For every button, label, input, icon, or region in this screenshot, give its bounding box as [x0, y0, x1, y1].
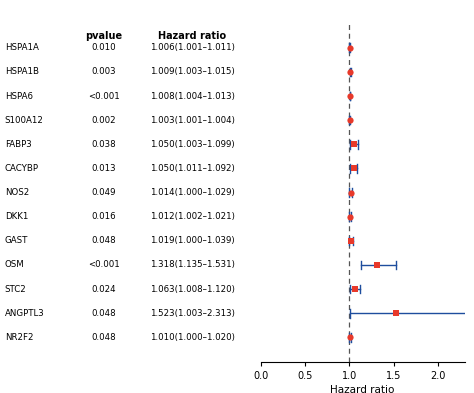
Text: 1.523(1.003–2.313): 1.523(1.003–2.313): [150, 309, 235, 318]
Text: 1.014(1.000–1.029): 1.014(1.000–1.029): [150, 188, 235, 197]
Text: 0.049: 0.049: [91, 188, 116, 197]
Text: 1.006(1.001–1.011): 1.006(1.001–1.011): [150, 43, 235, 52]
Text: 1.012(1.002–1.021): 1.012(1.002–1.021): [150, 212, 235, 221]
Text: 0.048: 0.048: [91, 309, 116, 318]
Text: CACYBP: CACYBP: [5, 164, 39, 173]
Text: S100A12: S100A12: [5, 116, 44, 125]
Text: NOS2: NOS2: [5, 188, 29, 197]
Text: 0.038: 0.038: [91, 140, 116, 149]
Text: GAST: GAST: [5, 236, 28, 245]
Text: 0.002: 0.002: [91, 116, 116, 125]
Text: 1.050(1.011–1.092): 1.050(1.011–1.092): [150, 164, 235, 173]
Text: 1.010(1.000–1.020): 1.010(1.000–1.020): [150, 333, 235, 342]
Text: ANGPTL3: ANGPTL3: [5, 309, 45, 318]
Text: 1.318(1.135–1.531): 1.318(1.135–1.531): [150, 261, 235, 270]
Text: 1.003(1.001–1.004): 1.003(1.001–1.004): [150, 116, 235, 125]
Text: HSPA1B: HSPA1B: [5, 67, 39, 76]
X-axis label: Hazard ratio: Hazard ratio: [330, 385, 395, 393]
Text: 1.019(1.000–1.039): 1.019(1.000–1.039): [150, 236, 235, 245]
Text: HSPA1A: HSPA1A: [5, 43, 38, 52]
Text: 0.048: 0.048: [91, 236, 116, 245]
Text: 0.024: 0.024: [91, 285, 116, 294]
Text: 0.003: 0.003: [91, 67, 116, 76]
Text: DKK1: DKK1: [5, 212, 28, 221]
Text: 1.050(1.003–1.099): 1.050(1.003–1.099): [150, 140, 235, 149]
Text: NR2F2: NR2F2: [5, 333, 33, 342]
Text: Hazard ratio: Hazard ratio: [158, 31, 227, 40]
Text: 0.010: 0.010: [91, 43, 116, 52]
Text: 1.008(1.004–1.013): 1.008(1.004–1.013): [150, 92, 235, 101]
Text: STC2: STC2: [5, 285, 27, 294]
Text: FABP3: FABP3: [5, 140, 31, 149]
Text: pvalue: pvalue: [85, 31, 122, 40]
Text: 1.009(1.003–1.015): 1.009(1.003–1.015): [150, 67, 235, 76]
Text: 1.063(1.008–1.120): 1.063(1.008–1.120): [150, 285, 235, 294]
Text: HSPA6: HSPA6: [5, 92, 33, 101]
Text: 0.016: 0.016: [91, 212, 116, 221]
Text: 0.013: 0.013: [91, 164, 116, 173]
Text: OSM: OSM: [5, 261, 25, 270]
Text: 0.048: 0.048: [91, 333, 116, 342]
Text: <0.001: <0.001: [88, 92, 119, 101]
Text: <0.001: <0.001: [88, 261, 119, 270]
